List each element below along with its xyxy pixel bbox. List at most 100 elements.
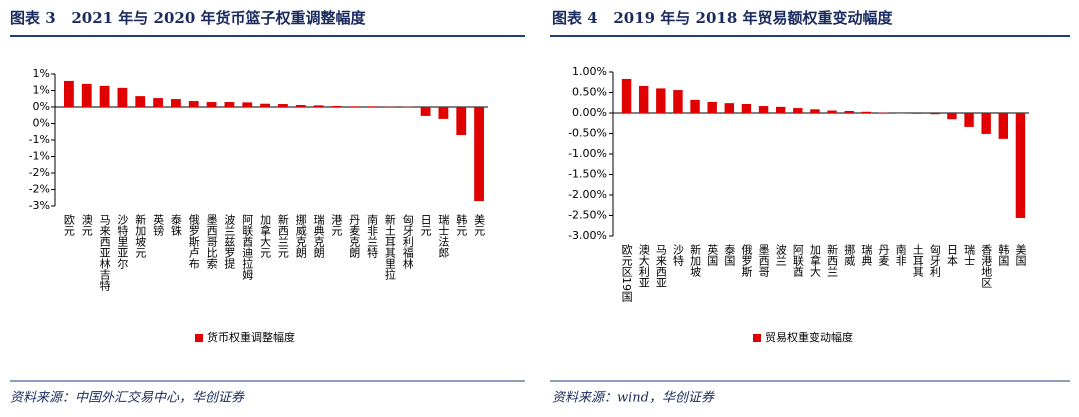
x-tick-label: 新加坡 [689,243,702,278]
x-tick-label: 波兰 [774,244,787,266]
bar [313,105,324,107]
x-tick-label: 南非兰特 [366,214,379,258]
bar [331,106,342,107]
x-tick-label: 瑞典 [860,243,873,267]
bar [135,96,146,107]
x-tick-label: 马来西亚林吉特 [98,214,111,291]
bar [621,78,632,113]
x-tick-label: 沙特里亚尔 [116,214,129,269]
y-tick-label: 1.00% [572,65,607,78]
y-tick-label: -2.00% [568,188,607,201]
legend-label: 贸易权重变动幅度 [765,330,853,344]
bar [224,102,235,107]
x-tick-label: 阿联酋迪拉姆 [241,214,254,281]
bar [188,101,199,107]
y-tick-label: -1% [29,150,50,163]
x-tick-label: 澳元 [80,214,93,236]
bar [153,98,163,107]
x-tick-label: 挪威克朗 [294,213,307,258]
legend-swatch [195,334,203,342]
bar [242,102,253,107]
bar [206,102,217,107]
x-tick-label: 欧元 [62,214,75,236]
bar [260,103,270,107]
x-tick-label: 丹麦克朗 [348,214,361,258]
y-tick-label: -2% [29,183,50,196]
bar [707,101,717,113]
y-tick-label: 0% [33,117,50,130]
x-tick-label: 英镑 [152,213,165,237]
x-tick-label: 沙特 [671,244,684,266]
bar [295,105,306,107]
x-tick-label: 瑞典克朗 [312,213,325,258]
y-tick-label: 0.00% [572,106,607,119]
x-tick-label: 墨西哥 [757,244,770,277]
bar [367,106,377,107]
x-tick-label: 阿联酋 [791,244,804,277]
bar [438,107,449,119]
y-tick-label: 1% [33,84,50,97]
bar [964,113,974,127]
bar [456,107,467,136]
x-tick-label: 港元 [330,214,343,236]
x-tick-label: 澳大利亚 [637,244,650,288]
bar [64,80,74,107]
x-tick-label: 瑞士 [963,243,976,266]
bar [278,104,288,107]
x-tick-label: 新西兰元 [276,213,289,258]
y-tick-label: -0.50% [568,127,607,140]
bar [861,111,872,113]
legend-swatch [753,334,761,342]
y-tick-label: -2.50% [568,209,607,222]
chart-title: 图表 4 2019 年与 2018 年贸易额权重变动幅度 [552,9,893,27]
x-tick-label: 英国 [706,243,719,267]
x-tick-label: 加拿大 [808,244,821,277]
bar [171,99,181,107]
bar [420,107,431,116]
bar [998,113,1009,139]
x-tick-label: 南非 [894,244,907,267]
bar [758,106,769,113]
bar [947,113,957,120]
x-tick-label: 匈牙利 [928,243,941,277]
x-tick-label: 墨西哥比索 [205,214,218,269]
y-tick-label: -1.50% [568,168,607,181]
x-tick-label: 韩国 [997,243,1010,267]
bar [741,103,752,113]
x-tick-label: 新土耳其里拉 [383,213,396,281]
x-tick-label: 马来西亚 [654,244,667,288]
y-tick-label: 1% [33,67,50,80]
y-tick-label: -3% [29,199,50,212]
bar [827,110,837,113]
x-tick-label: 新加坡元 [134,213,147,258]
y-tick-label: -2% [29,166,50,179]
x-tick-label: 欧元区19国 [620,244,633,303]
bar [810,109,820,113]
x-tick-label: 日本 [945,244,958,267]
x-tick-label: 加拿大元 [259,214,272,258]
x-tick-label: 匈牙利福林 [401,213,414,269]
x-tick-label: 俄罗斯 [740,244,753,278]
legend-label: 货币权重调整幅度 [207,330,295,344]
x-tick-label: 丹麦 [877,244,890,267]
bar [775,106,786,113]
bar [1015,113,1026,218]
y-tick-label: -3.00% [568,229,607,242]
x-tick-label: 挪威 [843,243,856,267]
bar [99,85,110,107]
y-tick-label: -1.00% [568,147,607,160]
source: 资料来源：中国外汇交易中心，华创证券 [10,390,245,406]
x-tick-label: 泰铢 [169,213,182,237]
x-tick-label: 香港地区 [980,244,993,288]
chart-title: 图表 3 2021 年与 2020 年货币篮子权重调整幅度 [10,9,366,27]
bar [656,88,666,113]
bar [930,113,940,115]
bar [349,106,360,107]
x-tick-label: 波兰兹罗提 [223,214,236,270]
bar [673,90,683,113]
x-tick-label: 韩元 [455,213,468,236]
bar [690,99,700,113]
x-tick-label: 日元 [419,214,432,236]
bar [981,113,991,134]
